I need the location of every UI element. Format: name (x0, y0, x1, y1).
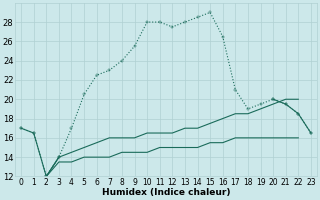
X-axis label: Humidex (Indice chaleur): Humidex (Indice chaleur) (102, 188, 230, 197)
